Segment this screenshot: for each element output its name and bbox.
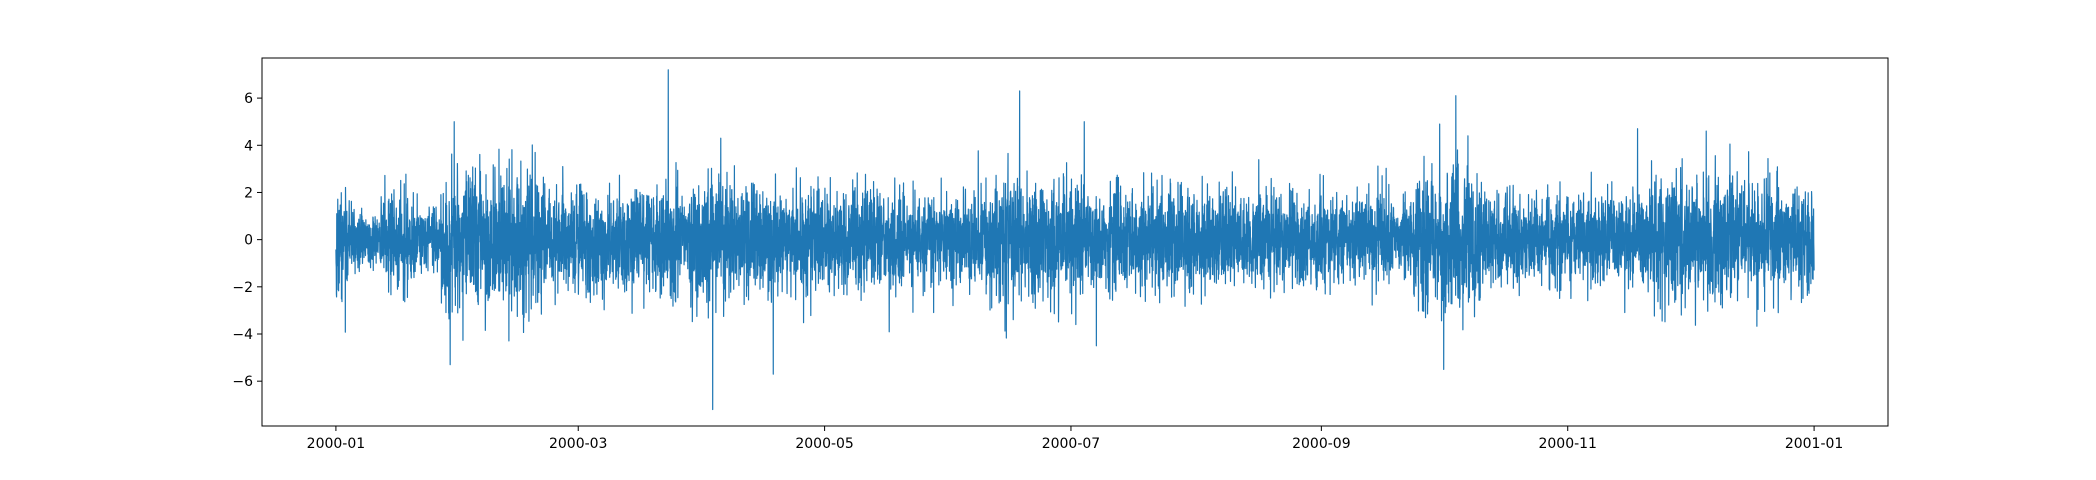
x-tick-label: 2000-01 bbox=[307, 436, 366, 452]
series-line bbox=[335, 69, 1815, 411]
x-tick-label: 2000-11 bbox=[1538, 436, 1597, 452]
y-tick-label: 6 bbox=[244, 91, 253, 107]
x-tick-label: 2000-03 bbox=[549, 436, 608, 452]
x-tick-label: 2000-05 bbox=[795, 436, 854, 452]
y-tick-label: 0 bbox=[244, 233, 253, 249]
y-tick-label: 4 bbox=[244, 138, 253, 154]
y-tick-label: −2 bbox=[232, 280, 253, 296]
x-axis: 2000-01 2000-03 2000-05 2000-07 2000-09 2000-… bbox=[307, 426, 1844, 452]
y-tick-label: −6 bbox=[232, 374, 253, 390]
plot-area-frame bbox=[261, 57, 1889, 427]
series-layer bbox=[335, 69, 1815, 411]
x-tick-label: 2000-09 bbox=[1292, 436, 1351, 452]
y-axis: 6 4 2 0 −2 −4 −6 bbox=[232, 91, 262, 390]
x-tick-label: 2001-01 bbox=[1785, 436, 1844, 452]
x-tick-label: 2000-07 bbox=[1042, 436, 1101, 452]
y-tick-label: 2 bbox=[244, 185, 253, 201]
y-tick-label: −4 bbox=[232, 327, 253, 343]
